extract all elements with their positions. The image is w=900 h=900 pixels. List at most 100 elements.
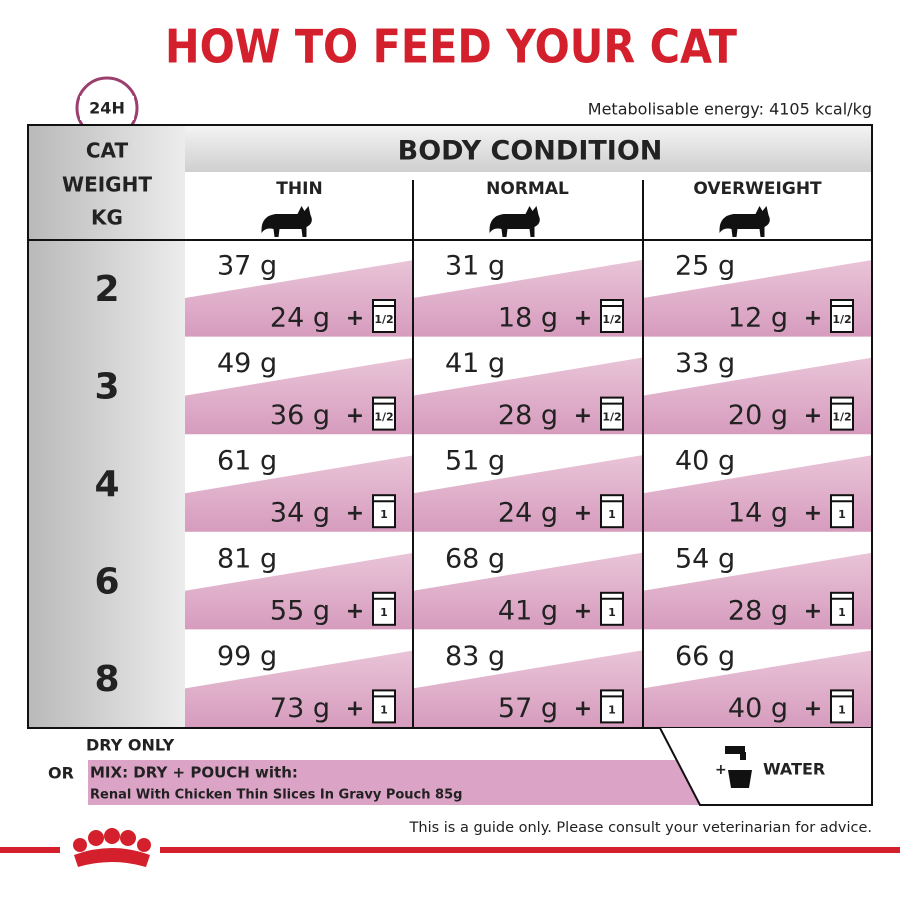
dry-amount: 61 g [217,446,277,477]
cat-icon [489,206,540,237]
pouch-icon [372,689,396,724]
weight: 2 [94,269,119,310]
cell-band [185,650,414,728]
cell-band [185,455,414,533]
pouch-icon [830,396,854,431]
cell-band [185,552,414,631]
dry-amount: 41 g [445,348,505,379]
cell-band [413,650,642,728]
dry-amount: 99 g [217,641,277,672]
product: Renal With Chicken Thin Slices In Gravy … [90,788,462,803]
pouch-qty: 1 [838,703,846,716]
plus: + [574,306,592,331]
dry-only: DRY ONLY [86,736,175,755]
pouch-icon [600,396,624,431]
energy: Metabolisable energy: 4105 kcal/kg [588,100,872,119]
mix-amount: 40 g [728,693,788,724]
pouch-icon [830,689,854,724]
cell-band [413,357,642,436]
mix-amount: 18 g [498,303,558,334]
pouch-icon [600,494,624,529]
mix-amount: 24 g [498,498,558,529]
pouch-icon [600,591,624,626]
pouch-icon [600,689,624,724]
cell-band [643,650,872,728]
mix-amount: 34 g [270,498,330,529]
cat-icon [261,206,312,237]
weight-column [28,125,185,728]
dry-amount: 51 g [445,446,505,477]
pouch-icon [830,591,854,626]
pouch-qty: 1/2 [374,313,393,326]
cell-band [413,455,642,533]
pouch-qty: 1/2 [832,411,851,424]
water-plus: + [715,762,727,778]
footer-note: This is a guide only. Please consult you… [409,820,872,836]
cell-band [643,357,872,436]
cat-icon [719,206,770,237]
plus: + [574,599,592,624]
badge-text: 24H [89,99,125,118]
group-header: BODY CONDITION [398,136,663,167]
pouch-qty: 1 [608,606,616,619]
plus: + [804,404,822,429]
mix-amount: 20 g [728,400,788,431]
water-icon [725,746,752,788]
dry-amount: 81 g [217,543,277,574]
pouch-qty: 1 [380,606,388,619]
dry-amount: 31 g [445,251,505,282]
weight: 6 [94,562,119,603]
pouch-qty: 1 [838,508,846,521]
column-header: THIN [276,179,322,199]
pouch-qty: 1/2 [602,313,621,326]
column-header: OVERWEIGHT [693,179,822,199]
weight-header: WEIGHT [62,173,152,197]
water: WATER [763,760,825,779]
or: OR [48,764,74,783]
mix-amount: 28 g [728,595,788,626]
mix-amount: 14 g [728,498,788,529]
pouch-icon [372,299,396,333]
weight: 8 [94,659,119,700]
pouch-qty: 1/2 [832,313,851,326]
pouch-qty: 1 [380,703,388,716]
cell-band [643,455,872,533]
dry-amount: 49 g [217,348,277,379]
pouch-icon [372,396,396,431]
mix-amount: 55 g [270,595,330,626]
weight: 4 [94,464,119,505]
plus: + [346,404,364,429]
weight: 3 [94,366,119,407]
plus: + [804,696,822,721]
pouch-qty: 1/2 [374,411,393,424]
column-header: NORMAL [486,179,569,199]
mix-amount: 73 g [270,693,330,724]
mix-amount: 57 g [498,693,558,724]
cell-band [413,552,642,631]
weight-header: KG [91,206,123,230]
pouch-qty: 1 [608,508,616,521]
dry-amount: 37 g [217,251,277,282]
pouch-icon [372,591,396,626]
dry-amount: 68 g [445,543,505,574]
table-frame [27,124,873,729]
cell-band [185,357,414,436]
plus: + [346,306,364,331]
dry-amount: 25 g [675,251,735,282]
plus: + [346,599,364,624]
mix-amount: 28 g [498,400,558,431]
cell-band [185,260,414,338]
plus: + [574,696,592,721]
mix-band [88,760,705,805]
plus: + [346,696,364,721]
mix-amount: 41 g [498,595,558,626]
pouch-qty: 1 [838,606,846,619]
mix-amount: 36 g [270,400,330,431]
title: HOW TO FEED YOUR CAT [165,20,738,74]
plus: + [804,599,822,624]
dry-amount: 66 g [675,641,735,672]
plus: + [804,501,822,526]
water-box [659,727,873,806]
mix-amount: 24 g [270,303,330,334]
